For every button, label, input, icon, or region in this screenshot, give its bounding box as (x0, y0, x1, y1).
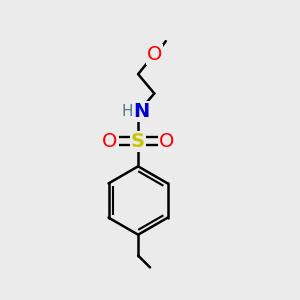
Text: S: S (131, 132, 145, 151)
Text: O: O (147, 45, 162, 64)
Text: H: H (122, 103, 134, 118)
Text: N: N (134, 102, 150, 121)
Text: O: O (159, 132, 174, 151)
Text: O: O (102, 132, 118, 151)
